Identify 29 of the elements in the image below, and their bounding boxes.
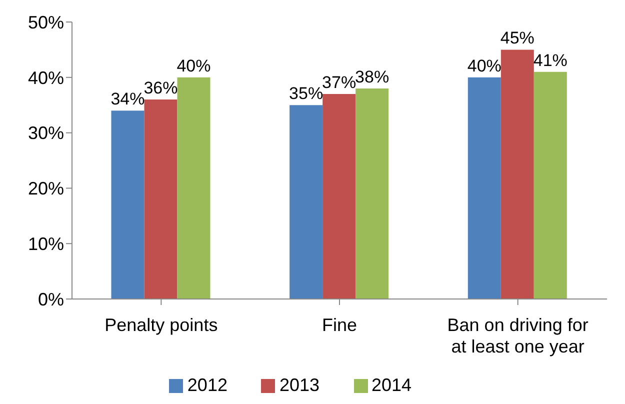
bar — [144, 100, 178, 299]
data-label: 36% — [144, 78, 178, 98]
bar — [534, 72, 567, 299]
data-label: 40% — [176, 56, 211, 76]
data-label: 37% — [322, 73, 356, 92]
bar — [500, 50, 534, 299]
bar — [111, 110, 144, 299]
bar — [322, 94, 356, 299]
data-label: 34% — [110, 90, 145, 109]
bar — [177, 77, 210, 299]
y-tick-label: 40% — [28, 68, 64, 88]
data-label: 45% — [500, 28, 534, 48]
data-label: 38% — [355, 67, 390, 86]
legend-label: 2012 — [187, 375, 228, 395]
y-tick-label: 30% — [28, 123, 64, 144]
x-tick-label: Penalty points — [104, 315, 218, 335]
bar — [290, 105, 323, 299]
data-label: 40% — [467, 56, 502, 76]
legend-label: 2013 — [279, 375, 320, 395]
y-tick-label: 20% — [28, 178, 64, 199]
x-tick-label: Ban on driving for at least one year — [447, 315, 588, 357]
bar — [468, 77, 501, 299]
y-tick-label: 50% — [28, 12, 64, 32]
bar — [356, 88, 389, 299]
y-tick-label: 0% — [38, 289, 64, 310]
x-tick-label: Fine — [322, 315, 358, 335]
data-label: 35% — [289, 84, 324, 104]
y-tick-label: 10% — [28, 234, 64, 254]
legend-label: 2014 — [372, 375, 412, 395]
